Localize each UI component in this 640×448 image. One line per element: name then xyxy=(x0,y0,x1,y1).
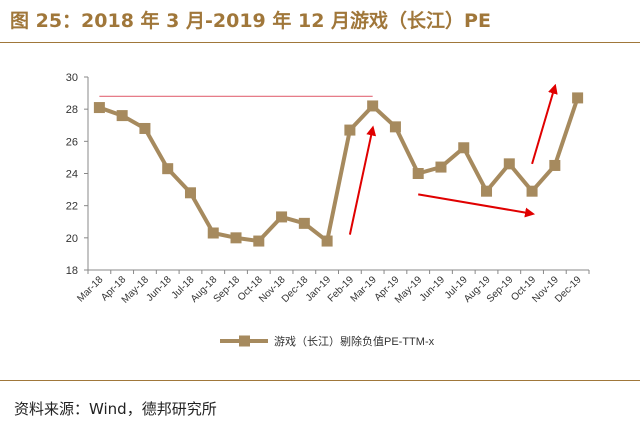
x-tick-label: Mar-18 xyxy=(75,274,105,304)
x-tick-label: Dec-18 xyxy=(280,274,311,305)
data-point xyxy=(572,92,584,104)
data-point xyxy=(276,211,288,223)
data-point xyxy=(481,185,493,197)
x-tick-label: Sep-18 xyxy=(212,274,243,305)
x-tick-label: Mar-19 xyxy=(349,274,379,304)
data-point xyxy=(367,100,379,112)
chart-title: 图 25：2018 年 3 月-2019 年 12 月游戏（长江）PE xyxy=(10,10,491,32)
data-point xyxy=(253,235,265,247)
data-point xyxy=(458,142,470,154)
data-point xyxy=(344,124,356,136)
data-point xyxy=(389,121,401,133)
data-point xyxy=(230,232,242,244)
source-note: 资料来源：Wind，德邦研究所 xyxy=(14,400,217,418)
trend-arrow xyxy=(531,83,558,165)
title-divider xyxy=(0,42,640,43)
series-line xyxy=(98,97,580,244)
y-tick-label: 30 xyxy=(66,72,78,84)
y-tick-label: 26 xyxy=(66,136,78,148)
data-point xyxy=(298,217,310,229)
data-point xyxy=(435,161,447,173)
y-tick-label: 24 xyxy=(66,169,78,181)
data-point xyxy=(549,159,561,171)
data-point xyxy=(526,185,538,197)
data-point xyxy=(162,163,174,175)
data-point xyxy=(412,168,424,179)
y-tick-label: 18 xyxy=(66,265,78,277)
x-tick-label: Jun-18 xyxy=(144,274,174,304)
pe-line-chart: 18 20 22 24 26 28 30 Mar-18 Apr-18 May-18 Jun-18 Ju… xyxy=(0,44,640,378)
data-point xyxy=(207,227,219,239)
data-point xyxy=(93,102,105,114)
trend-arrow xyxy=(348,125,377,235)
data-point xyxy=(321,235,333,247)
data-point xyxy=(503,158,515,170)
data-point xyxy=(139,122,151,134)
legend-swatch-marker xyxy=(239,335,250,347)
trend-arrow xyxy=(418,193,536,218)
y-tick-label: 20 xyxy=(66,233,78,245)
data-point xyxy=(116,110,128,122)
legend-label: 游戏（长江）剔除负值PE-TTM-x xyxy=(274,334,435,348)
x-tick-label: Dec-19 xyxy=(553,274,584,305)
source-divider xyxy=(0,380,640,381)
y-tick-label: 28 xyxy=(66,104,78,116)
chart-canvas: 18202224262830Mar-18Apr-18May-18Jun-18Ju… xyxy=(66,72,590,348)
x-tick-label: Sep-19 xyxy=(485,274,516,305)
x-tick-label: Jun-19 xyxy=(418,274,448,304)
data-point xyxy=(184,187,196,199)
y-tick-label: 22 xyxy=(66,201,78,213)
